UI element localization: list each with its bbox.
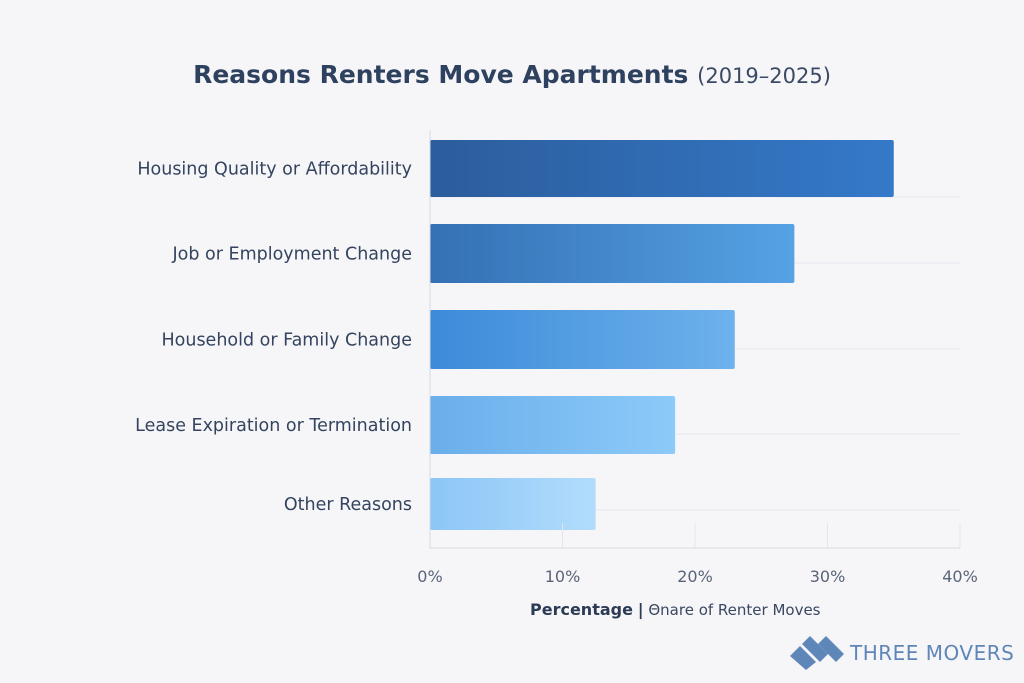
brand-logo: THREE MOVERS — [790, 636, 1014, 670]
brand-name: THREE MOVERS — [850, 641, 1015, 665]
title-years: (2019–2025) — [697, 64, 831, 88]
category-label: Other Reasons — [284, 495, 412, 515]
logo-mark-icon — [790, 636, 844, 670]
title-main: Reasons Renters Move Apartments — [193, 60, 689, 89]
chart-title: Reasons Renters Move Apartments (2019–20… — [0, 60, 1024, 89]
category-label: Housing Quality or Affordability — [137, 160, 412, 180]
x-tick-label: 30% — [810, 567, 846, 586]
x-axis-label-sep: | — [637, 600, 644, 619]
bar — [430, 478, 596, 530]
x-axis-label-bold: Percentage — [530, 600, 633, 619]
bar — [430, 310, 735, 369]
category-label: Job or Employment Change — [172, 245, 412, 265]
bar — [430, 396, 676, 454]
x-tick-label: 20% — [677, 567, 713, 586]
category-label: Household or Family Change — [161, 331, 412, 351]
x-tick-label: 0% — [417, 567, 442, 586]
category-label: Lease Expiration or Termination — [135, 416, 412, 436]
x-axis-label-rest: Θnare of Renter Moves — [648, 601, 821, 619]
x-tick-label: 10% — [545, 567, 581, 586]
x-tick-label: 40% — [942, 567, 978, 586]
bar — [430, 224, 795, 283]
bar — [430, 140, 894, 197]
x-axis-label: Percentage | Θnare of Renter Moves — [530, 600, 821, 619]
